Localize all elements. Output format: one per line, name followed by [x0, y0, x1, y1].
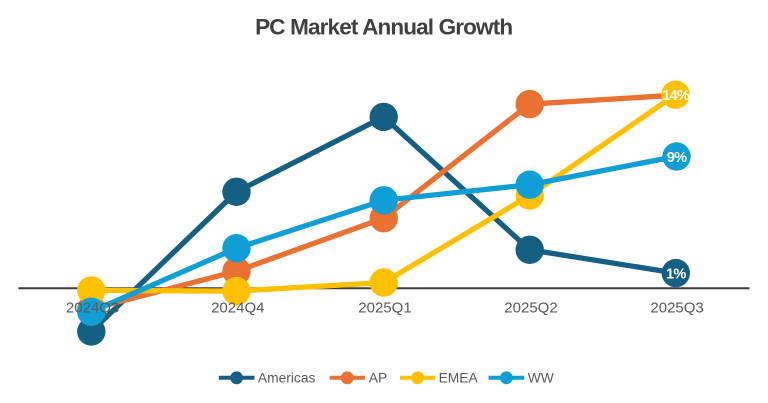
svg-text:WW: WW — [528, 370, 554, 385]
svg-text:2025Q3: 2025Q3 — [650, 300, 703, 317]
svg-text:2024Q4: 2024Q4 — [211, 300, 264, 317]
svg-text:PC Market Annual Growth: PC Market Annual Growth — [255, 15, 512, 40]
svg-text:AP: AP — [369, 370, 387, 385]
svg-text:2025Q2: 2025Q2 — [504, 300, 557, 317]
svg-text:9%: 9% — [667, 150, 687, 166]
svg-text:2024Q3: 2024Q3 — [66, 300, 119, 317]
svg-text:2025Q1: 2025Q1 — [358, 300, 411, 317]
svg-text:1%: 1% — [666, 267, 686, 283]
svg-text:Americas: Americas — [258, 370, 316, 385]
svg-text:14%: 14% — [662, 88, 690, 104]
svg-text:EMEA: EMEA — [439, 370, 479, 385]
